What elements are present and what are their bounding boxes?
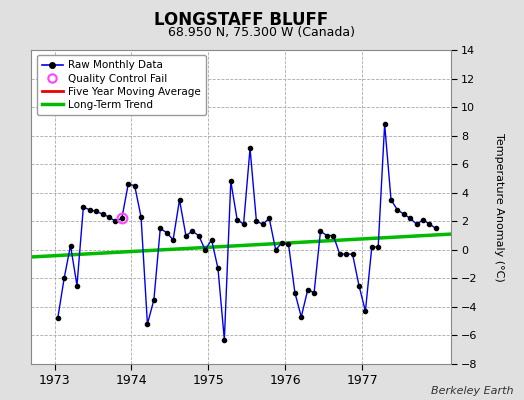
Text: Berkeley Earth: Berkeley Earth <box>431 386 514 396</box>
Y-axis label: Temperature Anomaly (°C): Temperature Anomaly (°C) <box>494 133 504 281</box>
Legend: Raw Monthly Data, Quality Control Fail, Five Year Moving Average, Long-Term Tren: Raw Monthly Data, Quality Control Fail, … <box>37 55 206 115</box>
Title: LONGSTAFF BLUFF: LONGSTAFF BLUFF <box>154 11 328 29</box>
Text: 68.950 N, 75.300 W (Canada): 68.950 N, 75.300 W (Canada) <box>169 26 355 39</box>
